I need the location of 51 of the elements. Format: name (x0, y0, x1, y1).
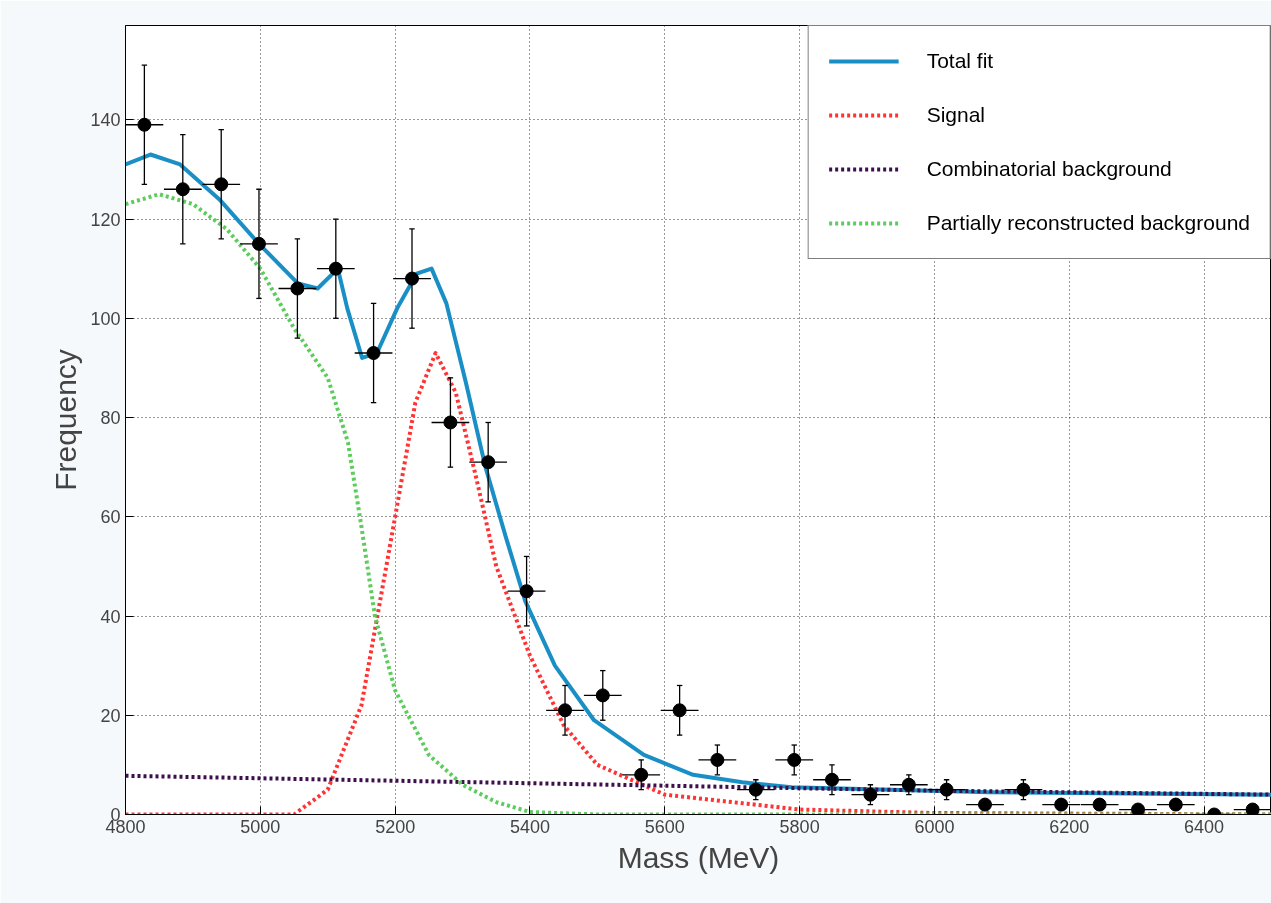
point (634, 767, 649, 782)
legend-label: Combinatorial background (926, 157, 1172, 181)
point (175, 182, 190, 197)
x-tick-label: 5400 (509, 816, 550, 837)
point (1168, 797, 1183, 812)
point (1131, 802, 1146, 815)
x-tick-label: 5200 (375, 816, 416, 837)
point (824, 772, 839, 787)
legend-label: Partially reconstructed background (926, 211, 1250, 235)
point (1054, 797, 1069, 812)
y-tick-label: 100 (90, 308, 121, 329)
y-axis-title: Frequency (49, 349, 83, 491)
point (290, 281, 305, 296)
x-tick-label: 5000 (240, 816, 281, 837)
point (1245, 802, 1260, 815)
point (328, 261, 343, 276)
point (519, 584, 534, 599)
point (558, 703, 573, 718)
y-tick-label: 120 (90, 209, 121, 230)
point (672, 703, 687, 718)
x-tick-label: 5600 (644, 816, 685, 837)
legend-label: Signal (926, 103, 986, 127)
point (1016, 782, 1031, 797)
point (251, 236, 266, 251)
point (595, 688, 610, 703)
y-tick-label: 60 (100, 507, 121, 528)
legend-label: Total fit (926, 49, 994, 73)
x-tick-label: 6200 (1049, 816, 1090, 837)
point (443, 415, 458, 430)
point (366, 346, 381, 360)
line-series (125, 773, 1271, 797)
point (710, 752, 725, 767)
y-tick-label: 20 (100, 705, 121, 726)
point (978, 797, 992, 812)
point (787, 752, 802, 767)
point (863, 787, 878, 802)
x-tick-label: 5800 (779, 816, 820, 837)
point (1092, 797, 1107, 812)
y-tick-label: 40 (100, 606, 121, 627)
point (405, 271, 419, 286)
point (901, 777, 916, 792)
point (214, 177, 229, 192)
point (748, 782, 763, 797)
point (137, 117, 152, 132)
x-tick-label: 6400 (1184, 816, 1225, 837)
y-tick-label: 80 (100, 408, 121, 429)
y-tick-label: 140 (90, 110, 121, 131)
x-tick-label: 6000 (914, 816, 955, 837)
point (939, 782, 954, 797)
x-axis-title: Mass (MeV) (617, 840, 780, 874)
point (481, 455, 496, 470)
